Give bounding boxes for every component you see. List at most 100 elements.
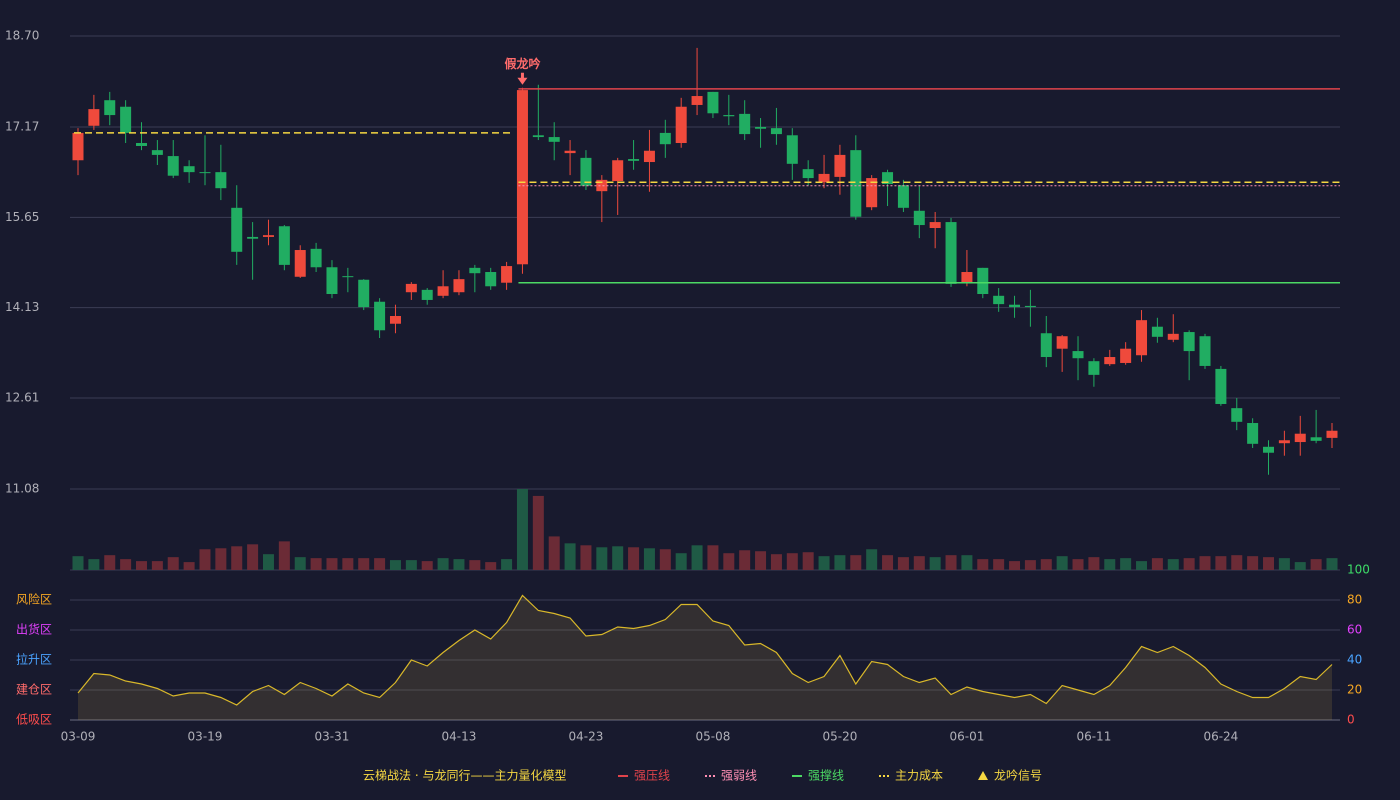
candle-body xyxy=(1072,351,1084,359)
volume-bar xyxy=(739,550,751,570)
candle-body xyxy=(88,109,100,126)
osc-tick-label: 60 xyxy=(1347,623,1362,637)
candle-body xyxy=(389,316,401,324)
candle-body xyxy=(1231,408,1243,422)
candle-body xyxy=(564,150,576,154)
candle-body xyxy=(1009,304,1021,308)
volume-bar xyxy=(453,559,465,570)
volume-bar xyxy=(929,557,941,570)
legend-label: 主力成本 xyxy=(895,769,943,783)
zone-label: 出货区 xyxy=(16,622,52,637)
volume-bar xyxy=(1326,558,1338,570)
volume-bar xyxy=(326,558,338,570)
volume-bar xyxy=(1072,559,1084,570)
candle-body xyxy=(1088,361,1100,375)
volume-bar xyxy=(405,560,417,570)
candle-body xyxy=(1024,305,1036,308)
volume-bar xyxy=(1199,556,1211,570)
annotation-text: 假龙吟 xyxy=(504,56,540,71)
candle-body xyxy=(945,222,957,284)
candle-body xyxy=(977,267,989,295)
volume-bar xyxy=(818,556,830,570)
candle-body xyxy=(358,279,370,308)
candle-body xyxy=(707,91,719,114)
y-tick-label: 18.70 xyxy=(5,29,39,43)
x-tick-label: 06-11 xyxy=(1076,730,1111,744)
candle-body xyxy=(961,272,973,283)
volume-bar xyxy=(501,559,513,570)
volume-bar xyxy=(167,557,179,570)
candle-body xyxy=(1056,336,1068,349)
volume-bar xyxy=(231,546,243,570)
candle-body xyxy=(421,289,433,300)
legend-label: 龙吟信号 xyxy=(994,768,1042,783)
candle-body xyxy=(1247,423,1259,444)
volume-bar xyxy=(755,551,767,570)
candle-body xyxy=(437,286,449,296)
candle-body xyxy=(834,154,846,177)
candle-body xyxy=(104,100,116,116)
candle-body xyxy=(929,222,941,229)
candle-body xyxy=(326,267,338,295)
candle-body xyxy=(723,115,735,117)
candle-body xyxy=(342,276,354,278)
volume-bar xyxy=(262,554,274,570)
volume-bar xyxy=(564,543,576,570)
volume-bar xyxy=(1278,558,1290,570)
volume-bar xyxy=(151,561,163,570)
osc-area xyxy=(78,595,1332,720)
volume-bar xyxy=(1120,558,1132,570)
volume-bar xyxy=(882,555,894,570)
zone-label: 拉升区 xyxy=(16,652,52,667)
volume-bar xyxy=(723,553,735,570)
volume-bar xyxy=(374,558,386,570)
osc-tick-label: 40 xyxy=(1347,653,1362,667)
volume-bar xyxy=(437,558,449,570)
annotation-arrow xyxy=(517,72,528,85)
candle-body xyxy=(120,106,132,133)
candle-body xyxy=(453,279,465,293)
candle-body xyxy=(167,156,179,176)
y-tick-label: 11.08 xyxy=(5,482,39,496)
candle-body xyxy=(485,272,497,287)
candle-body xyxy=(1183,332,1195,352)
volume-bar xyxy=(88,559,100,570)
candle-body xyxy=(755,126,767,129)
candle-body xyxy=(882,172,894,185)
legend-symbol xyxy=(978,771,988,780)
volume-bar xyxy=(834,555,846,570)
candle-body xyxy=(72,132,84,161)
candle-body xyxy=(913,210,925,226)
volume-bar xyxy=(612,546,624,570)
volume-bar xyxy=(1024,560,1036,570)
volume-bar xyxy=(580,545,592,570)
candle-body xyxy=(1167,333,1179,340)
candle-body xyxy=(310,248,322,268)
osc-tick-label: 100 xyxy=(1347,563,1370,577)
candle-body xyxy=(199,172,211,174)
volume-bar xyxy=(120,559,132,570)
volume-bar xyxy=(215,548,227,570)
volume-bar xyxy=(532,495,544,570)
candle-body xyxy=(1278,440,1290,444)
volume-bar xyxy=(1231,555,1243,570)
candle-body xyxy=(786,135,798,164)
candle-body xyxy=(1215,368,1227,404)
osc-line xyxy=(77,594,1333,706)
volume-bar xyxy=(675,553,687,570)
volume-bar xyxy=(1009,561,1021,570)
x-tick-label: 04-13 xyxy=(442,730,477,744)
candle-body xyxy=(897,185,909,208)
y-tick-label: 14.13 xyxy=(5,300,39,314)
candle-body xyxy=(1326,430,1338,438)
candle-body xyxy=(278,226,290,265)
volume-bar xyxy=(358,558,370,570)
candle-body xyxy=(659,132,671,145)
candle-body xyxy=(405,283,417,293)
candle-body xyxy=(691,96,703,105)
candle-body xyxy=(739,113,751,135)
legend-title: 云梯战法 · 与龙同行——主力量化模型 xyxy=(363,769,566,783)
y-tick-label: 15.65 xyxy=(5,210,39,224)
volume-bar xyxy=(961,555,973,570)
y-tick-label: 17.17 xyxy=(5,119,39,133)
